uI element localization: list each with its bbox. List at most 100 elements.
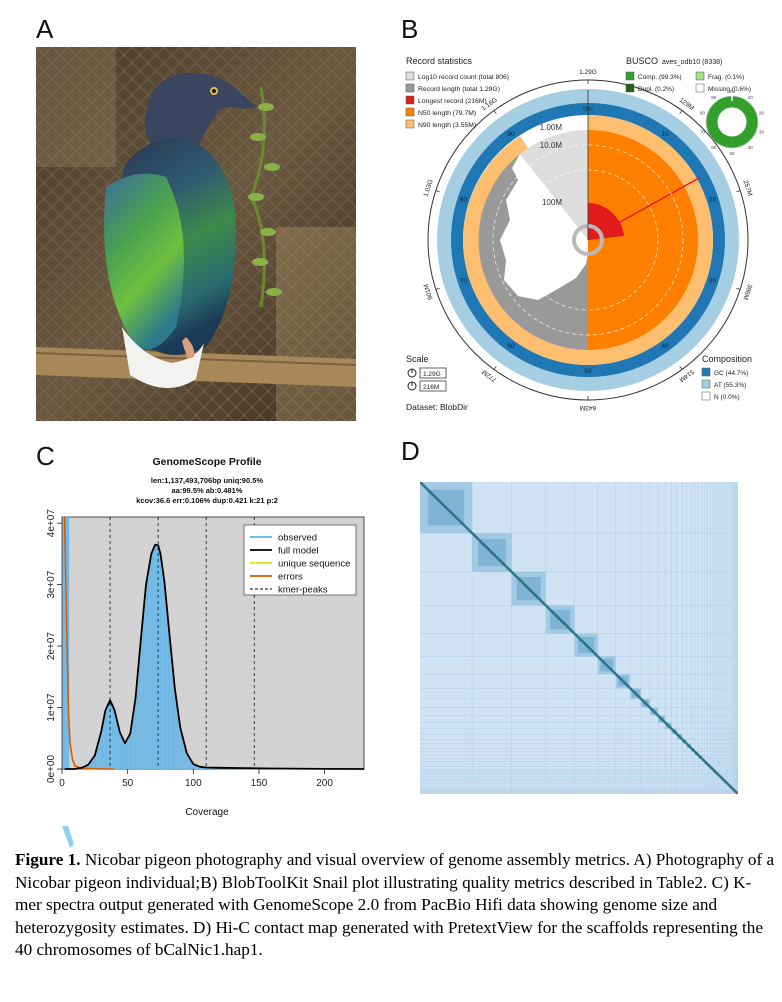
busco-lineage: aves_odb10 (8338)	[662, 59, 722, 66]
record-legend-swatch	[405, 107, 415, 117]
snail-plot-svg: 1.00M 10.0M 100M 1.29G129M257M386M514M64…	[405, 56, 764, 412]
busco-donut-tick-label: 70	[700, 130, 706, 135]
observed-bar	[179, 727, 181, 769]
panel-label-c: C	[36, 441, 55, 471]
observed-bar	[95, 750, 97, 769]
observed-bar	[91, 759, 93, 769]
outer-scale-label: 257M	[741, 179, 753, 197]
observed-bar	[171, 662, 173, 769]
legend-label: errors	[278, 572, 303, 583]
record-legend-swatch	[405, 71, 415, 81]
percent-label: 20	[709, 197, 717, 204]
observed-bar	[144, 598, 146, 769]
observed-bar	[67, 517, 70, 769]
busco-legend-swatch	[695, 71, 705, 81]
observed-bar	[126, 738, 129, 769]
busco-donut-tick-label: 30	[759, 130, 765, 135]
observed-bar	[167, 623, 170, 769]
composition-legend-swatch	[701, 391, 711, 401]
composition-legend-swatch	[701, 367, 711, 377]
observed-bar	[94, 755, 96, 769]
observed-bar	[161, 563, 163, 769]
observed-bar	[103, 717, 105, 769]
observed-bar	[123, 740, 125, 769]
composition-legend: GC (44.7%) AT (55.3%) N (0.0%)	[701, 367, 748, 401]
observed-bar	[115, 715, 117, 769]
outer-scale-tick	[736, 287, 741, 290]
panel-label-b: B	[401, 14, 419, 44]
observed-bar	[188, 757, 191, 769]
n50-area	[588, 130, 698, 350]
x-tick-label: 0	[59, 778, 65, 789]
outer-scale-label: 1.29G	[579, 69, 597, 76]
observed-bar	[169, 636, 171, 769]
percent-label: 30	[709, 277, 717, 284]
errors-line	[63, 516, 115, 770]
x-tick-label: 200	[316, 778, 333, 789]
observed-bar	[187, 755, 189, 769]
observed-bar	[119, 732, 121, 769]
composition-title: Composition	[702, 354, 752, 364]
busco-legend-label: Frag. (0.1%)	[708, 74, 744, 81]
observed-bar	[138, 654, 141, 769]
outer-scale-label: 643M	[580, 404, 596, 411]
composition-legend-label: AT (55.3%)	[714, 382, 746, 389]
observed-bar	[137, 669, 139, 769]
observed-bar	[197, 766, 200, 769]
observed-bar	[141, 626, 143, 769]
observed-bar	[128, 735, 130, 769]
observed-bar	[158, 549, 160, 769]
observed-bar	[190, 759, 192, 769]
chart-legend: observed full model unique sequence errors k…	[243, 524, 357, 596]
busco-legend-swatch	[625, 83, 635, 93]
observed-bar	[196, 765, 198, 769]
observed-bar	[170, 649, 172, 769]
observed-bar	[166, 609, 168, 769]
busco-donut-tick-label: 40	[748, 145, 754, 150]
pigeon-photo-illustration	[36, 47, 356, 421]
record-legend-label: N90 length (3.55M)	[418, 122, 476, 129]
genomescope-svg: GenomeScope Profile len:1,137,493,706bp …	[46, 456, 365, 818]
observed-bar	[92, 757, 95, 769]
busco-title: BUSCO	[626, 56, 658, 66]
radial-label-100m: 100M	[542, 198, 562, 207]
observed-bar	[191, 761, 193, 769]
record-legend-swatch	[405, 95, 415, 105]
log10-count-area	[520, 130, 588, 240]
legend-label: full model	[278, 546, 319, 557]
record-statistics-legend: Log10 record count (total 806) Record len…	[405, 71, 509, 129]
observed-bar	[146, 576, 149, 769]
observed-bar	[102, 724, 104, 769]
scale-title: Scale	[406, 354, 429, 364]
busco-donut-tick-label: 0%	[729, 89, 736, 94]
caption-text: Nicobar pigeon photography and visual ov…	[15, 850, 775, 960]
chart-subtitle-1: len:1,137,493,706bp uniq:90.5%	[151, 476, 263, 485]
composition-legend-swatch	[701, 379, 711, 389]
busco-donut-tick-label: 60	[711, 145, 717, 150]
observed-bar	[178, 717, 180, 769]
hic-diagonal	[419, 481, 739, 795]
y-tick-label: 1e+07	[46, 693, 57, 722]
busco-legend-label: Missing (0.6%)	[708, 86, 751, 93]
percent-label: 80	[460, 197, 468, 204]
observed-bar	[142, 612, 145, 769]
observed-bar	[150, 553, 152, 769]
observed-bar	[192, 764, 194, 769]
percent-label: 90	[507, 131, 515, 138]
snail-plot: 1.00M 10.0M 100M 1.29G 129M 257M 386M 514M 64…	[400, 50, 770, 420]
outer-scale-tick	[736, 190, 741, 193]
observed-bar	[180, 732, 183, 769]
observed-bar	[153, 547, 155, 769]
observed-bar	[86, 765, 88, 769]
observed-bar	[165, 595, 167, 769]
busco-donut-ticks: 0% 10 20 30 40 50 60 70 80 90	[700, 89, 764, 156]
observed-bar	[113, 709, 116, 769]
observed-bar	[84, 765, 87, 769]
chart-subtitle-2: aa:99.5% ab:0.481%	[172, 486, 243, 495]
x-tick-label: 100	[185, 778, 202, 789]
scale-item-total: 1.29G	[423, 371, 441, 378]
panel-label-d: D	[401, 436, 420, 466]
record-legend-swatch	[405, 119, 415, 129]
x-axis-label: Coverage	[185, 807, 229, 818]
radial-label-10m: 10.0M	[540, 141, 563, 150]
